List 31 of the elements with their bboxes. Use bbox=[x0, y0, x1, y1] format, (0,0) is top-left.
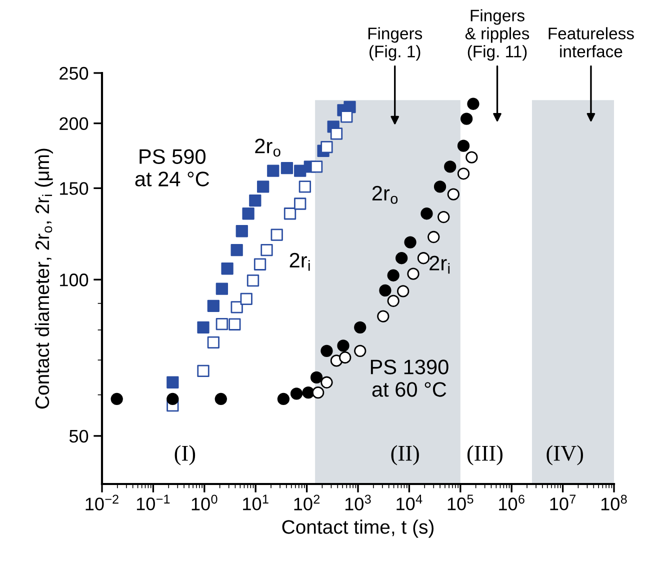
x-tick-label: 10$^{−1}$ bbox=[136, 494, 170, 510]
annotation: 2r$_{o}$ bbox=[372, 186, 398, 204]
annotation: PS 1390 at 60 °C bbox=[370, 360, 448, 397]
x-tick-label: 10$^{0}$ bbox=[192, 494, 218, 510]
annotation: (IV) bbox=[546, 445, 583, 466]
x-tick-label: 10$^{1}$ bbox=[243, 494, 268, 510]
x-axis-title: Contact time, t (s) bbox=[282, 520, 434, 538]
annotation: 2r$_{i}$ bbox=[290, 252, 310, 271]
annotation: 2r$_{i}$ bbox=[430, 256, 450, 274]
annotation: (II) bbox=[391, 445, 419, 466]
x-tick-label: 10$^{2}$ bbox=[294, 494, 320, 510]
annotation: (I) bbox=[174, 445, 196, 466]
x-tick-label: 10$^{8}$ bbox=[601, 494, 627, 510]
x-tick-label: 10$^{3}$ bbox=[345, 494, 371, 510]
y-tick-label: 250 bbox=[60, 66, 88, 80]
x-tick-label: 10$^{7}$ bbox=[550, 494, 576, 510]
annotation: PS 590 at 24 °C bbox=[135, 149, 210, 186]
y-tick-label: 200 bbox=[60, 117, 88, 130]
x-tick-label: 10$^{4}$ bbox=[396, 494, 422, 510]
text: Fingers & ripples (Fig. 11) bbox=[465, 9, 530, 61]
y-tick-label: 100 bbox=[60, 274, 88, 286]
y-tick-label: 50 bbox=[69, 430, 88, 443]
text: Fingers (Fig. 1) bbox=[368, 27, 422, 61]
x-tick-label: 10$^{5}$ bbox=[448, 494, 474, 510]
text: Featureless interface bbox=[548, 27, 634, 58]
annotation: 2r$_{o}$ bbox=[255, 138, 280, 157]
y-axis-title: Contact diameter, 2r$_{o}$, 2r$_{i}$ (μm) bbox=[34, 148, 53, 409]
y-tick-label: 150 bbox=[60, 182, 88, 195]
x-tick-label: 10$^{6}$ bbox=[499, 494, 524, 510]
annotation: (III) bbox=[467, 445, 502, 466]
x-tick-label: 10$^{−2}$ bbox=[86, 494, 118, 510]
